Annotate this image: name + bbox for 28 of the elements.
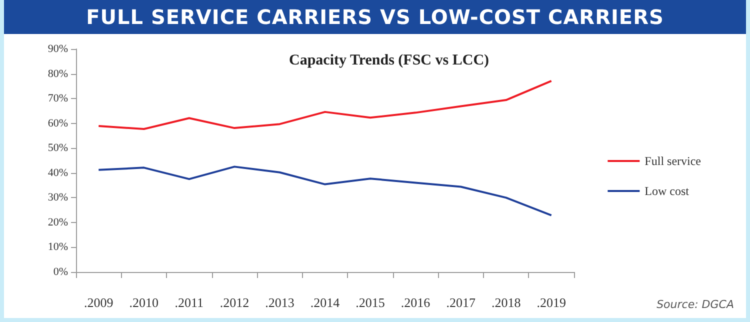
y-tick-label: 10%	[48, 241, 68, 254]
y-tick-label: 90%	[48, 43, 68, 55]
legend-label: Full service	[644, 154, 702, 168]
line-series	[98, 166, 552, 216]
x-tick-label: .2010	[129, 295, 159, 310]
x-tick-label: .2012	[220, 295, 250, 310]
x-tick-label: .2011	[174, 295, 204, 310]
y-tick-label: 30%	[48, 192, 68, 204]
y-tick-label: 60%	[48, 117, 68, 130]
x-tick-label: .2014	[310, 295, 340, 310]
x-tick-label: .2013	[265, 295, 294, 310]
y-tick-label: 20%	[48, 216, 68, 228]
y-tick-label: 70%	[48, 92, 68, 105]
y-tick-label: 40%	[48, 166, 68, 179]
x-tick-label: .2018	[491, 295, 521, 310]
x-tick-label: .2019	[536, 295, 566, 310]
y-tick-label: 0%	[53, 266, 68, 278]
chart-subtitle: Capacity Trends (FSC vs LCC)	[289, 52, 490, 68]
y-tick-label: 50%	[48, 142, 68, 154]
legend-label: Low cost	[644, 184, 690, 198]
x-tick-label: .2015	[356, 295, 385, 310]
y-tick-label: 80%	[48, 68, 68, 80]
x-tick-label: .2016	[400, 295, 431, 310]
x-tick-label: .2009	[84, 295, 114, 310]
x-tick-label: .2017	[446, 295, 476, 310]
chart-title: FULL SERVICE CARRIERS VS LOW-COST CARRIERS	[4, 0, 746, 34]
line-series	[98, 80, 552, 130]
source-note: Source: DGCA	[656, 298, 734, 311]
